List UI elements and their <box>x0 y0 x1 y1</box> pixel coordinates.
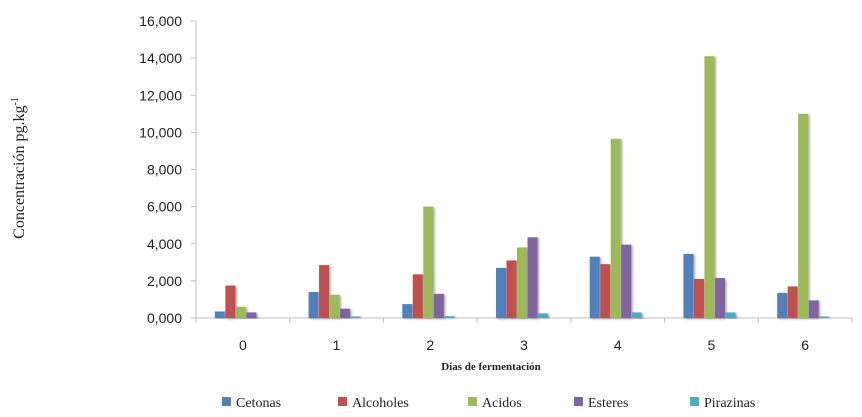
bar-esteres-6 <box>808 300 819 318</box>
bar-pirazinas-5 <box>725 312 736 318</box>
bar-pirazinas-3 <box>538 313 548 318</box>
legend: Cetonas Alcoholes Acidos Esteres Pirazinas <box>222 396 755 411</box>
bar-cetonas-2 <box>402 304 413 318</box>
bar-acidos-5 <box>704 56 715 319</box>
legend-swatch-acidos <box>468 397 477 406</box>
bar-cetonas-0 <box>214 311 225 318</box>
x-tick-label: 2 <box>426 337 434 353</box>
bar-alcoholes-1 <box>319 265 330 318</box>
y-tick-label: 12,000 <box>139 87 182 103</box>
legend-label-alcoholes: Alcoholes <box>352 396 409 411</box>
bar-alcoholes-5 <box>693 279 704 318</box>
legend-label-acidos: Acidos <box>482 396 522 411</box>
bar-cetonas-4 <box>589 256 600 318</box>
y-tick-label: 6,000 <box>147 199 182 215</box>
bar-alcoholes-4 <box>600 264 611 318</box>
bar-cetonas-1 <box>308 292 319 318</box>
legend-swatch-pirazinas <box>690 397 699 406</box>
legend-swatch-cetonas <box>222 397 231 406</box>
y-axis-title-superscript: -1 <box>10 97 21 105</box>
y-tick-label: 2,000 <box>147 273 182 289</box>
x-tick-label: 1 <box>333 337 341 353</box>
y-tick-label: 16,000 <box>139 13 182 29</box>
x-axis-labels: 0 1 2 3 4 5 6 <box>239 337 809 353</box>
bar-acidos-0 <box>235 306 246 318</box>
legend-swatch-alcoholes <box>338 397 347 406</box>
bar-cetonas-3 <box>496 267 506 318</box>
x-tick-label: 6 <box>801 337 809 353</box>
y-axis-title: Concentración pg.kg-1 <box>10 97 28 239</box>
x-axis-title: Días de fermentación <box>441 361 541 373</box>
bar-esteres-0 <box>246 312 257 318</box>
bar-esteres-3 <box>527 237 538 318</box>
bar-esteres-1 <box>340 308 351 318</box>
y-tick-label: 4,000 <box>147 236 182 252</box>
plot-area <box>191 20 853 323</box>
y-axis-labels: 0,000 2,000 4,000 6,000 8,000 10,000 12,000 14,… <box>139 13 182 326</box>
bar-pirazinas-1 <box>350 316 361 318</box>
bar-alcoholes-2 <box>412 274 423 318</box>
bar-acidos-2 <box>423 206 434 318</box>
legend-label-pirazinas: Pirazinas <box>704 396 755 411</box>
bar-acidos-4 <box>610 138 621 318</box>
bar-esteres-5 <box>714 278 725 318</box>
bar-pirazinas-4 <box>631 312 642 318</box>
bar-alcoholes-3 <box>506 260 517 318</box>
bar-alcoholes-0 <box>225 285 236 318</box>
x-tick-label: 0 <box>239 337 247 353</box>
bar-esteres-4 <box>621 244 632 318</box>
bar-cetonas-5 <box>683 253 694 318</box>
bar-pirazinas-6 <box>819 316 830 318</box>
bar-esteres-2 <box>433 293 444 318</box>
x-tick-label: 5 <box>708 337 716 353</box>
bar-cetonas-6 <box>777 292 788 318</box>
bar-acidos-1 <box>329 294 340 318</box>
legend-label-cetonas: Cetonas <box>236 396 281 411</box>
legend-swatch-esteres <box>574 397 583 406</box>
legend-label-esteres: Esteres <box>588 396 628 411</box>
bar-alcoholes-6 <box>787 286 798 318</box>
y-tick-label: 14,000 <box>139 50 182 66</box>
y-tick-label: 8,000 <box>147 162 182 178</box>
bar-acidos-3 <box>517 247 527 318</box>
bar-pirazinas-2 <box>444 316 455 318</box>
y-tick-label: 0,000 <box>147 310 182 326</box>
y-tick-label: 10,000 <box>139 124 182 140</box>
x-tick-label: 3 <box>520 337 528 353</box>
bar-acidos-6 <box>798 113 809 318</box>
x-tick-label: 4 <box>614 337 622 353</box>
